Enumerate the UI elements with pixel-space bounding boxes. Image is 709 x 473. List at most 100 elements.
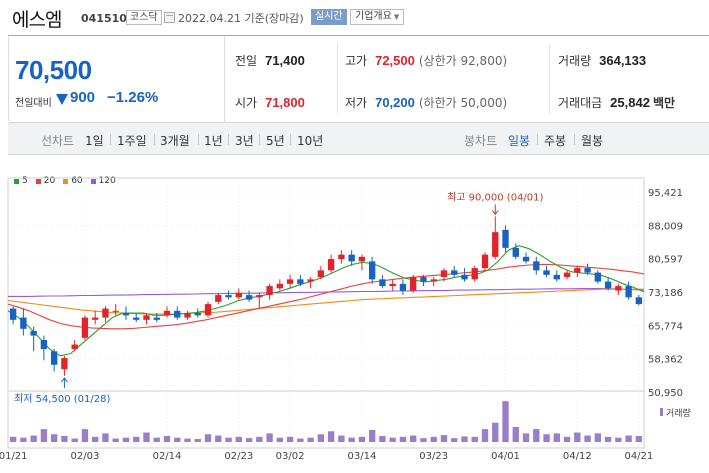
volume-value: 364,133 xyxy=(599,52,647,68)
low-marker-arrow xyxy=(61,377,68,383)
company-info-dropdown[interactable]: 기업개요 ▼ xyxy=(350,9,405,25)
candle-body xyxy=(276,283,284,289)
x-tick-label: 02/23 xyxy=(224,451,253,462)
candle-daily[interactable]: 일봉 xyxy=(508,134,531,148)
volume-bar xyxy=(307,437,314,442)
y-tick-label: 65,774 xyxy=(648,321,683,332)
candle-body xyxy=(502,229,509,248)
candle-body xyxy=(327,259,335,271)
volume-bar xyxy=(40,429,48,442)
divider xyxy=(337,44,338,114)
volume-bar xyxy=(533,429,540,442)
market-badge: 코스닥 xyxy=(126,10,162,25)
legend-ma60: 60 xyxy=(63,176,83,186)
volume-bar xyxy=(327,431,335,442)
candle-body xyxy=(358,256,366,262)
volume-bar xyxy=(635,435,643,442)
line-chart-label[interactable]: 선차트 xyxy=(41,134,75,148)
volume-bar xyxy=(81,429,89,442)
candle-chart-label[interactable]: 봉차트 xyxy=(464,134,498,148)
candle-body xyxy=(61,358,68,370)
separator xyxy=(259,134,260,145)
candle-body xyxy=(399,283,407,291)
high-annotation: 최고 90,000 (04/01) xyxy=(447,191,543,203)
volume-bar xyxy=(276,437,284,442)
volume-bar xyxy=(317,434,325,442)
volume-bar xyxy=(522,433,530,442)
volume-bar xyxy=(122,437,130,442)
candle-body xyxy=(133,317,140,320)
candle-body xyxy=(379,279,386,287)
high-price: 고가 72,500 (상한가 92,800) xyxy=(345,50,507,70)
candle-body xyxy=(153,317,160,320)
x-tick-label: 01/21 xyxy=(0,451,28,462)
volume-bar xyxy=(368,429,376,442)
legend-swatch xyxy=(63,178,69,184)
change-label: 전일대비 xyxy=(15,98,52,109)
x-tick-label: 02/14 xyxy=(153,451,182,462)
candle-body xyxy=(163,310,171,316)
candle-body xyxy=(9,308,17,320)
chart-frame xyxy=(7,177,645,449)
candle-weekly[interactable]: 주봉 xyxy=(544,134,567,148)
period-1d[interactable]: 1일 xyxy=(85,134,104,148)
realtime-button[interactable]: 실시간 xyxy=(311,9,347,25)
period-1w[interactable]: 1주일 xyxy=(117,134,147,148)
volume-bar xyxy=(471,436,478,442)
open-label: 시가 xyxy=(235,95,258,110)
y-tick-label: 73,186 xyxy=(648,288,683,299)
candle-body xyxy=(420,277,427,282)
volume-bar xyxy=(184,438,191,442)
volume-bar xyxy=(204,434,212,442)
chart-canvas[interactable]: 95,421 88,009 80,597 73,186 65,774 58,362 50,9… xyxy=(0,156,709,473)
prev-close: 전일 71,400 xyxy=(235,50,305,70)
candle-monthly[interactable]: 월봉 xyxy=(581,134,604,148)
x-tick-label: 04/01 xyxy=(491,451,520,462)
candle-body xyxy=(512,247,519,257)
volume-bar xyxy=(574,432,581,442)
volume-bar xyxy=(225,437,232,442)
volume: 거래량 364,133 xyxy=(558,50,646,70)
change-percent: −1.26% xyxy=(107,89,159,106)
candle-body xyxy=(20,317,27,329)
volume-bar xyxy=(563,436,571,442)
legend-label: 20 xyxy=(43,176,56,186)
period-3y[interactable]: 3년 xyxy=(235,134,254,148)
volume-bar xyxy=(348,437,355,442)
candle-body xyxy=(533,261,540,271)
volume-bar xyxy=(235,436,242,442)
legend-ma5: 5 xyxy=(14,176,28,186)
ma-legend: 5 20 60 120 xyxy=(14,176,124,186)
period-1y[interactable]: 1년 xyxy=(204,134,223,148)
candle-body xyxy=(204,304,212,316)
x-tick-label: 04/21 xyxy=(624,451,653,462)
x-tick-label: 03/02 xyxy=(276,451,305,462)
divider xyxy=(549,44,550,114)
legend-label: 5 xyxy=(22,176,28,186)
volume-bar xyxy=(266,433,273,442)
volume-bar xyxy=(112,438,119,442)
volume-bar xyxy=(389,437,396,442)
candle-body xyxy=(194,313,201,316)
candle-body xyxy=(174,310,181,318)
candle-body xyxy=(389,283,396,287)
candle-body xyxy=(286,279,294,284)
change-value: 900 xyxy=(70,89,96,106)
upper-limit: (상한가 92,800) xyxy=(418,53,508,68)
period-10y[interactable]: 10년 xyxy=(297,134,324,148)
separator xyxy=(228,134,229,145)
candle-body xyxy=(245,295,253,300)
candle-body xyxy=(563,272,571,278)
period-5y[interactable]: 5년 xyxy=(266,134,285,148)
period-3m[interactable]: 3개월 xyxy=(160,134,190,148)
low-price: 저가 70,200 (하한가 50,000) xyxy=(345,92,507,112)
down-triangle-icon xyxy=(56,94,68,105)
candle-body xyxy=(440,270,448,278)
calendar-icon xyxy=(164,12,175,23)
volume-bar xyxy=(430,436,437,442)
y-tick-label: 58,362 xyxy=(648,355,683,366)
open-value: 71,800 xyxy=(265,94,305,110)
candle-body xyxy=(266,286,273,296)
candle-body xyxy=(543,270,550,275)
volume-bar xyxy=(61,435,68,442)
